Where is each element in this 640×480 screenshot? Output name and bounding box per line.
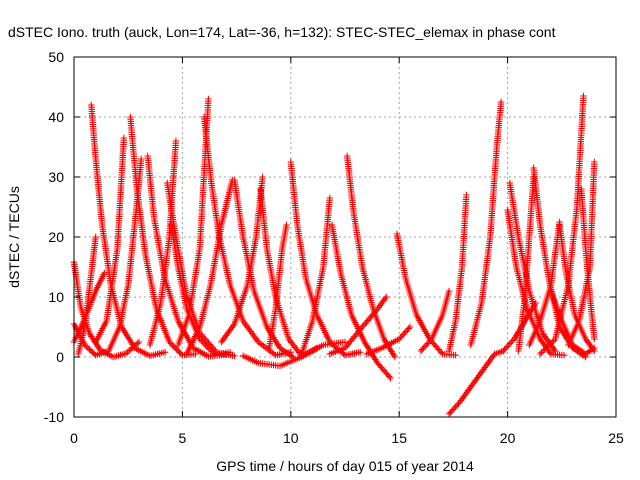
x-axis-label: GPS time / hours of day 015 of year 2014 — [216, 458, 474, 474]
series-markers — [344, 152, 399, 361]
series-13 — [183, 176, 236, 358]
series-39 — [547, 287, 598, 358]
y-tick-label: 0 — [56, 349, 64, 365]
series-23 — [239, 338, 349, 370]
series-markers — [363, 323, 414, 358]
series-markers — [144, 152, 229, 360]
y-tick-label: 30 — [48, 169, 64, 185]
series-27 — [445, 191, 470, 355]
series-markers — [506, 179, 559, 355]
y-tick-label: 40 — [48, 109, 64, 125]
x-tick-label: 10 — [283, 430, 299, 446]
series-31 — [506, 179, 559, 355]
grid — [74, 57, 616, 417]
data-marks — [70, 92, 598, 418]
series-21 — [344, 152, 399, 361]
series-markers — [127, 113, 199, 359]
x-tick-label: 0 — [70, 430, 78, 446]
series-markers — [500, 299, 539, 355]
series-markers — [467, 98, 505, 349]
x-tick-label: 20 — [500, 430, 516, 446]
series-markers — [326, 293, 390, 358]
series-28 — [445, 347, 507, 418]
y-tick-label: -10 — [44, 409, 64, 425]
x-tick-label: 5 — [179, 430, 187, 446]
series-40 — [500, 299, 539, 355]
series-29 — [467, 98, 505, 349]
series-markers — [445, 191, 470, 355]
series-3 — [75, 233, 99, 358]
series-markers — [183, 176, 236, 358]
series-markers — [417, 287, 453, 355]
series-38 — [565, 158, 598, 349]
series-26 — [417, 287, 453, 355]
series-7 — [144, 152, 229, 360]
series-markers — [92, 134, 128, 346]
series-12 — [200, 113, 294, 359]
chart-title: dSTEC Iono. truth (auck, Lon=174, Lat=-3… — [8, 24, 556, 40]
series-markers — [239, 338, 349, 370]
y-tick-label: 10 — [48, 289, 64, 305]
series-17 — [265, 221, 290, 352]
x-tick-label: 15 — [391, 430, 407, 446]
axes: 0 5 10 15 20 25 -10 0 10 20 30 40 50 — [44, 49, 624, 446]
series-10 — [168, 221, 234, 358]
series-20 — [328, 221, 394, 382]
y-tick-label: 20 — [48, 229, 64, 245]
x-tick-label: 25 — [608, 430, 624, 446]
series-markers — [265, 221, 290, 352]
series-22 — [326, 293, 390, 358]
series-36 — [536, 92, 587, 358]
series-markers — [168, 221, 234, 358]
y-axis-label: dSTEC / TECUs — [6, 186, 22, 288]
series-25 — [363, 323, 414, 358]
series-markers — [565, 158, 598, 349]
series-5 — [92, 134, 128, 346]
series-markers — [200, 113, 294, 359]
series-markers — [328, 221, 394, 382]
series-6 — [127, 113, 199, 359]
y-tick-label: 50 — [48, 49, 64, 65]
series-markers — [445, 347, 507, 418]
series-markers — [75, 233, 99, 358]
series-markers — [547, 287, 598, 358]
series-markers — [536, 92, 587, 358]
